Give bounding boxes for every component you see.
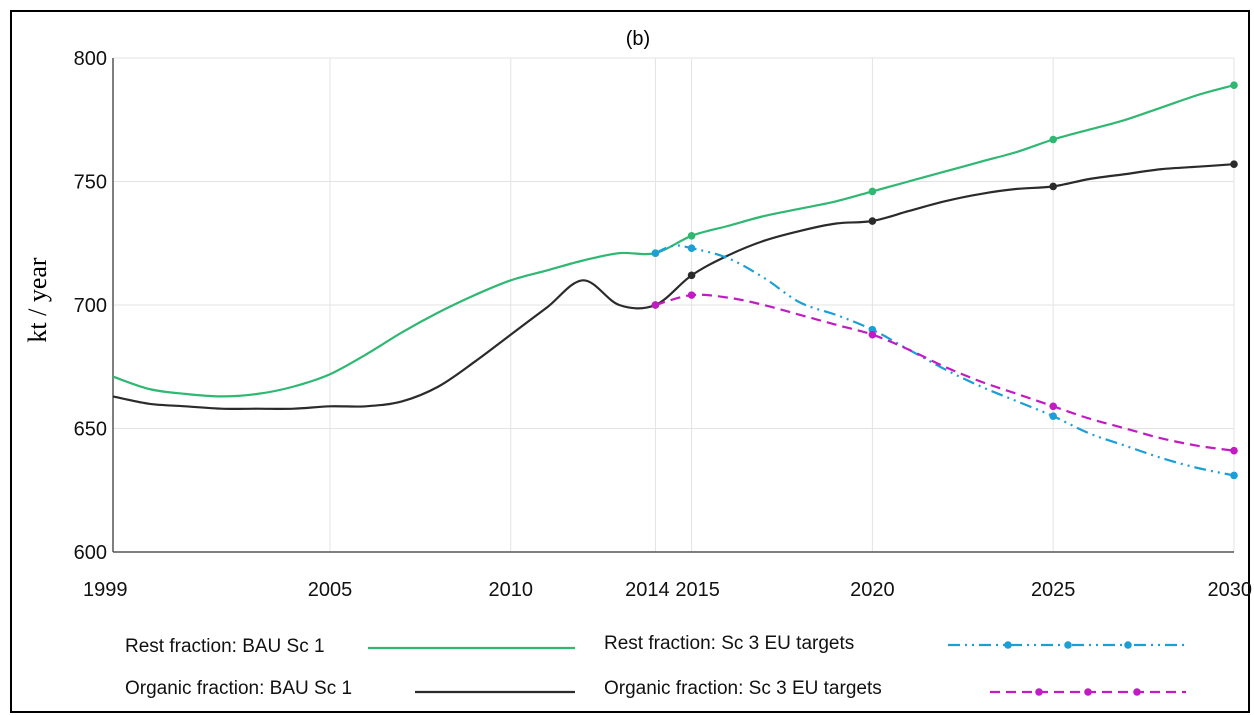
tick-labels: 600 650 700 750 800 1999 2005 2010 2014 2015 2020 2… <box>74 48 1252 601</box>
series-4-marker <box>1049 402 1057 411</box>
x-tick-label: 2010 <box>489 579 534 601</box>
legend-marker-3 <box>1064 641 1072 649</box>
legend-marker-4 <box>1133 688 1141 696</box>
legend-marker-4 <box>1035 688 1043 696</box>
series-line-2 <box>112 163 1235 411</box>
x-tick-label: 2015 <box>675 579 720 601</box>
series-3-marker <box>651 249 660 257</box>
series-line-1 <box>112 84 1235 398</box>
chart-title: (b) <box>626 28 650 50</box>
series-2-marker <box>1049 182 1057 191</box>
y-tick-label: 750 <box>74 172 107 194</box>
legend-marker-3 <box>1004 641 1012 649</box>
legend-label-1: Rest fraction: BAU Sc 1 <box>125 636 325 657</box>
series-2-marker <box>687 271 696 280</box>
series-1-marker <box>868 187 877 196</box>
series-line-4 <box>655 293 1235 452</box>
y-axis-label: kt / year <box>23 257 52 343</box>
series-1-marker <box>1230 81 1238 89</box>
x-tick-label: 2030 <box>1208 579 1253 601</box>
x-tick-label: 2020 <box>850 579 895 601</box>
series-4-marker <box>868 330 877 339</box>
legend-marker-4 <box>1084 688 1092 696</box>
series-3-marker <box>1049 412 1057 420</box>
x-tick-label: 2014 <box>625 579 670 601</box>
series-markers <box>651 81 1238 480</box>
series-4-marker <box>1230 446 1238 455</box>
series-line-3 <box>654 244 1235 477</box>
legend-marker-3 <box>1124 641 1132 649</box>
series-4-marker <box>687 291 696 299</box>
figure-frame <box>10 10 1250 713</box>
legend-label-4: Organic fraction: Sc 3 EU targets <box>604 678 882 699</box>
series-lines <box>112 84 1235 477</box>
x-tick-label: 2025 <box>1031 579 1076 601</box>
series-3-marker <box>687 244 696 252</box>
series-2-marker <box>868 217 877 225</box>
series-1-marker <box>1049 135 1057 144</box>
y-tick-label: 600 <box>74 542 107 564</box>
series-1-marker <box>687 232 696 240</box>
y-tick-label: 700 <box>74 295 107 317</box>
legend-label-2: Organic fraction: BAU Sc 1 <box>125 678 352 699</box>
legend: Rest fraction: BAU Sc 1 Organic fraction:… <box>125 633 1188 699</box>
y-tick-label: 800 <box>74 48 107 70</box>
series-3-marker <box>1230 471 1238 480</box>
series-4-marker <box>651 301 660 309</box>
x-tick-label: 2005 <box>308 579 353 601</box>
y-tick-label: 650 <box>74 419 107 441</box>
grid <box>113 57 1235 552</box>
x-tick-label: 1999 <box>83 579 128 601</box>
legend-label-3: Rest fraction: Sc 3 EU targets <box>604 633 854 654</box>
series-2-marker <box>1230 160 1238 169</box>
